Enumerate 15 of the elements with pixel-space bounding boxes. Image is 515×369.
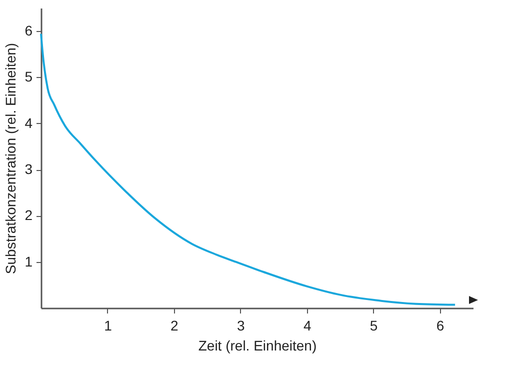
x-tick-label: 6 (436, 318, 444, 334)
y-tick-label: 6 (24, 22, 33, 39)
y-tick-label: 4 (24, 114, 33, 131)
x-tick-label: 4 (303, 318, 312, 334)
x-tick-label: 5 (370, 318, 378, 334)
x-axis-title: Zeit (rel. Einheiten) (198, 338, 317, 354)
y-tick-label: 1 (24, 253, 33, 270)
y-tick-label: 2 (24, 207, 33, 224)
y-tick-label: 3 (24, 161, 33, 178)
y-tick-label: 5 (24, 68, 33, 85)
y-axis-title: Substratkonzentration (rel. Einheiten) (2, 42, 19, 274)
line-series (40, 32, 456, 306)
x-tick-label: 3 (236, 318, 245, 334)
x-tick-label: 1 (104, 318, 112, 334)
x-tick-label: 2 (170, 318, 179, 334)
